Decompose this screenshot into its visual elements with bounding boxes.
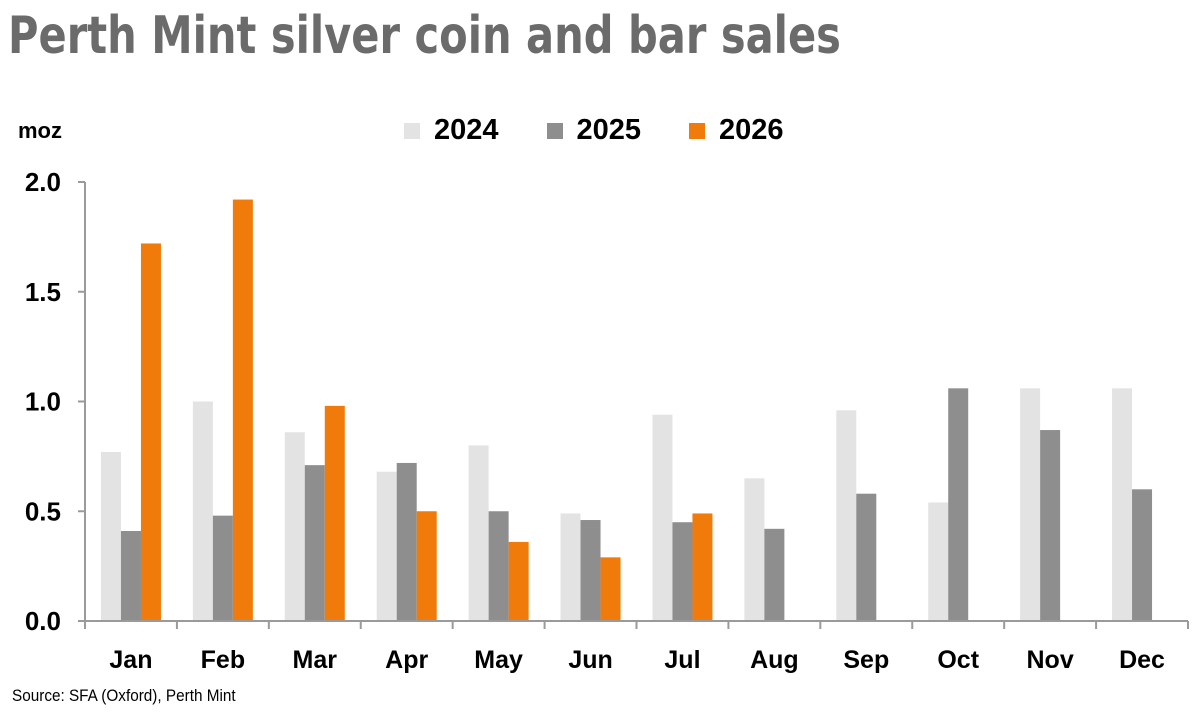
bar-2024-feb — [192, 401, 213, 621]
bar-2025-jul — [672, 522, 693, 621]
bar-2024-may — [468, 445, 489, 621]
x-tick-label-jul: Jul — [664, 646, 700, 674]
source-note: Source: SFA (Oxford), Perth Mint — [12, 686, 236, 705]
bar-2024-aug — [744, 478, 765, 621]
bar-2024-jul — [652, 414, 673, 621]
bar-2024-dec — [1112, 388, 1133, 621]
x-tick-label-jun: Jun — [568, 646, 612, 674]
x-tick-label-jan: Jan — [109, 646, 152, 674]
bar-2024-oct — [928, 502, 949, 621]
bar-2024-jan — [100, 451, 121, 621]
bar-2025-sep — [856, 493, 877, 621]
bar-2024-mar — [284, 432, 305, 621]
bar-2024-apr — [376, 471, 397, 621]
chart-legend: 2024 2025 2026 — [404, 114, 832, 147]
bar-2025-dec — [1132, 489, 1153, 621]
y-tick-label-1.5: 1.5 — [25, 277, 61, 307]
x-tick-label-sep: Sep — [843, 646, 889, 674]
bar-2025-mar — [304, 465, 325, 621]
legend-item-2024: 2024 — [404, 114, 499, 147]
bar-2025-nov — [1040, 430, 1061, 621]
y-tick-label-1.0: 1.0 — [25, 387, 61, 417]
bar-2025-aug — [764, 528, 785, 621]
legend-item-2026: 2026 — [689, 114, 784, 147]
bar-2025-jan — [120, 531, 141, 621]
bar-2025-feb — [212, 515, 233, 621]
x-tick-label-apr: Apr — [385, 646, 428, 674]
bar-2026-feb — [232, 199, 253, 621]
legend-swatch-2026 — [689, 122, 706, 139]
chart-title: Perth Mint silver coin and bar sales — [8, 6, 841, 66]
x-tick-label-mar: Mar — [293, 646, 338, 674]
y-tick-label-0.5: 0.5 — [25, 496, 61, 526]
bar-2025-oct — [948, 388, 969, 621]
bar-2026-mar — [324, 405, 345, 621]
bar-2024-jun — [560, 513, 581, 621]
bar-2025-jun — [580, 520, 601, 621]
legend-item-2025: 2025 — [546, 114, 642, 147]
legend-swatch-2025 — [546, 122, 563, 139]
x-tick-label-may: May — [474, 646, 523, 674]
bar-2026-jul — [692, 513, 713, 621]
x-tick-label-aug: Aug — [750, 646, 799, 674]
legend-label-2025: 2025 — [576, 114, 642, 146]
y-tick-label-2.0: 2.0 — [25, 167, 61, 197]
y-tick-label-0.0: 0.0 — [25, 606, 61, 636]
bar-2024-nov — [1020, 388, 1041, 621]
bar-2026-apr — [416, 511, 437, 621]
x-tick-label-oct: Oct — [937, 646, 979, 674]
legend-label-2024: 2024 — [434, 114, 499, 146]
bar-2025-may — [488, 511, 509, 621]
bar-2026-may — [508, 541, 529, 621]
legend-swatch-2024 — [404, 122, 420, 139]
bar-2026-jan — [140, 243, 161, 621]
y-axis-unit-label: moz — [18, 118, 62, 143]
bar-2025-apr — [396, 462, 417, 621]
legend-label-2026: 2026 — [719, 114, 784, 146]
x-tick-label-dec: Dec — [1119, 646, 1165, 674]
bar-2026-jun — [600, 557, 621, 621]
x-tick-label-feb: Feb — [201, 646, 245, 674]
bar-2024-sep — [836, 410, 857, 621]
x-tick-label-nov: Nov — [1027, 646, 1074, 674]
